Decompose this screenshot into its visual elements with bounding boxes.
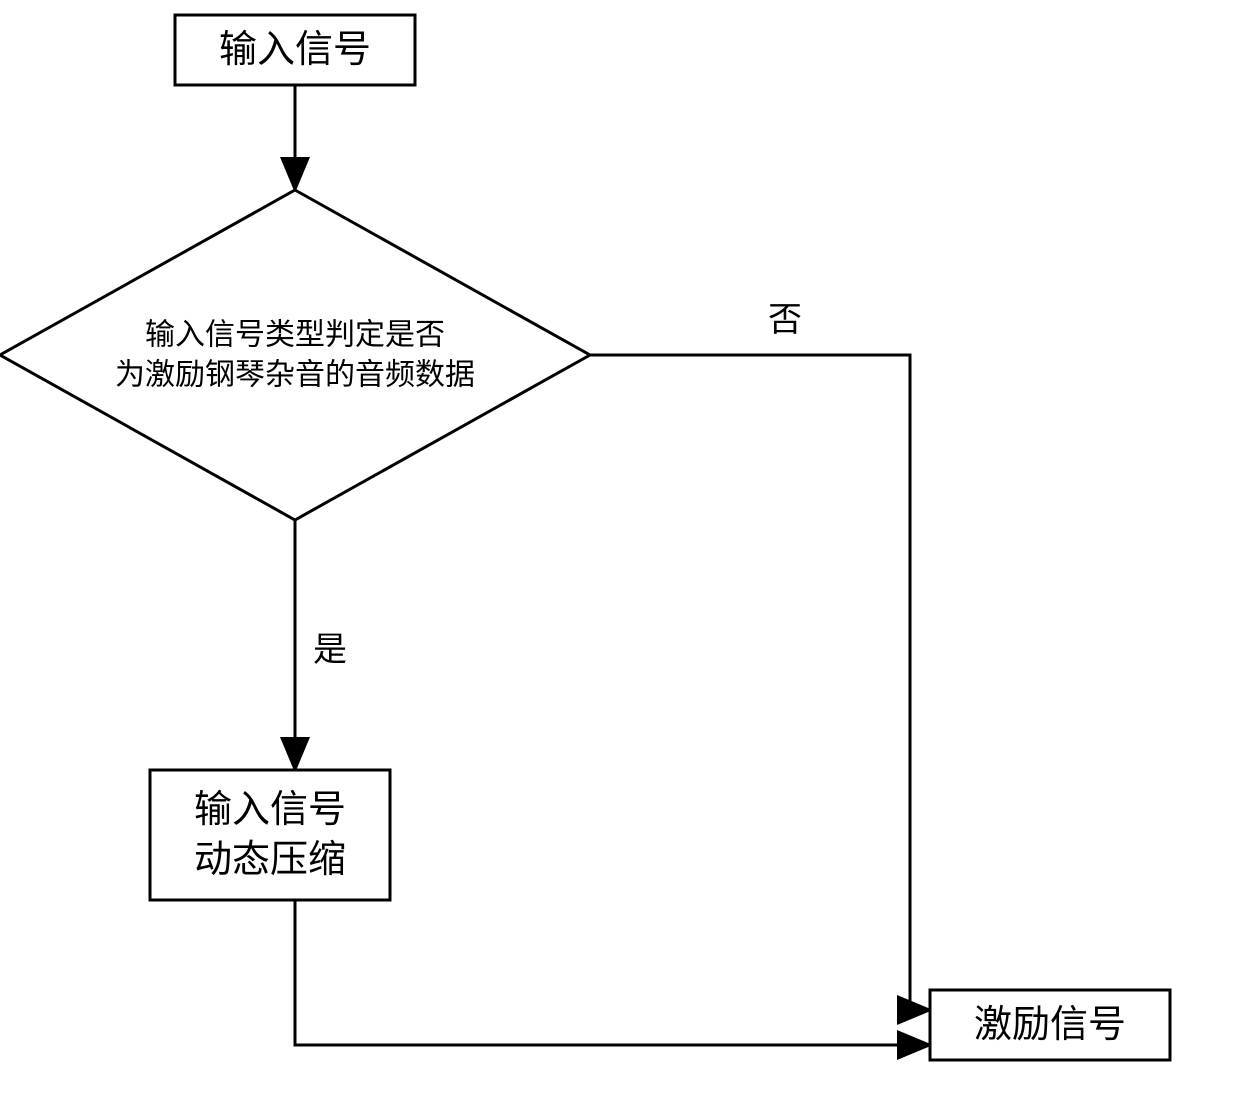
edge-decision-no-label: 否 [768,301,802,339]
node-decision-diamond [0,190,590,520]
node-decision: 输入信号类型判定是否 为激励钢琴杂音的音频数据 [0,190,590,520]
node-decision-line2: 为激励钢琴杂音的音频数据 [115,359,475,392]
node-input: 输入信号 [175,15,415,85]
node-compress-line2: 动态压缩 [194,839,346,881]
flowchart-canvas: 输入信号 输入信号类型判定是否 为激励钢琴杂音的音频数据 是 否 输入信号 动态… [0,0,1240,1111]
node-compress: 输入信号 动态压缩 [150,770,390,900]
edge-compress-to-output [295,900,930,1045]
node-compress-line1: 输入信号 [194,789,346,831]
edge-decision-no-line [590,355,930,1010]
edge-decision-yes: 是 [295,520,347,770]
node-input-label: 输入信号 [219,29,371,71]
edge-decision-yes-label: 是 [313,631,347,669]
node-output-label: 激励信号 [974,1004,1126,1046]
node-output: 激励信号 [930,990,1170,1060]
edge-decision-no: 否 [590,301,930,1010]
node-decision-line1: 输入信号类型判定是否 [145,319,445,352]
edge-compress-to-output-line [295,900,930,1045]
